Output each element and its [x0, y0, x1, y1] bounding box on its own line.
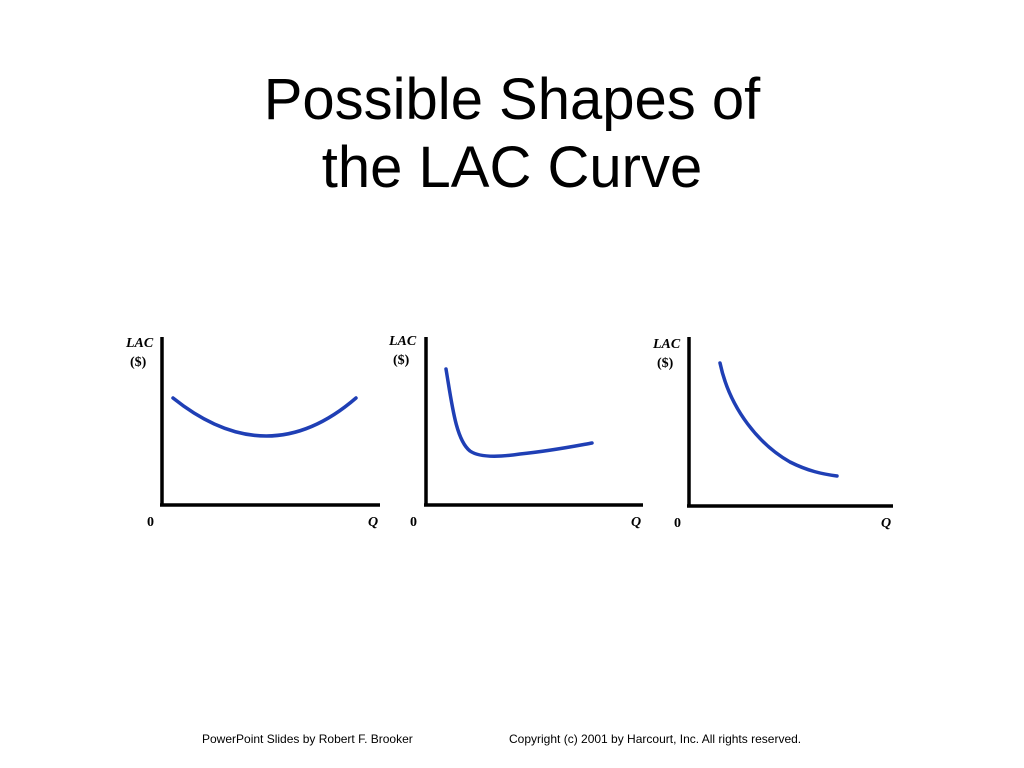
- panel-2-y-label-lac: LAC: [388, 334, 417, 349]
- panel-1-y-label-lac: LAC: [125, 336, 154, 351]
- panel-declining: LAC ($) 0 Q: [652, 337, 893, 531]
- slide-title-line-2: the LAC Curve: [321, 135, 703, 200]
- panel-2-lac-curve: [444, 367, 594, 458]
- panel-l-shaped: LAC ($) 0 Q: [388, 334, 643, 530]
- slide-title-line-1: Possible Shapes of: [263, 67, 761, 132]
- slide-title: Possible Shapes of the LAC Curve: [0, 66, 1024, 202]
- panel-3-origin-label: 0: [674, 516, 681, 531]
- panel-1-x-label: Q: [368, 515, 378, 530]
- panel-u-shaped: LAC ($) 0 Q: [125, 336, 380, 530]
- footer-credit: PowerPoint Slides by Robert F. Brooker: [202, 732, 413, 746]
- panel-3-y-label-lac: LAC: [652, 337, 681, 352]
- footer-copyright: Copyright (c) 2001 by Harcourt, Inc. All…: [509, 732, 802, 746]
- panel-1-origin-label: 0: [147, 515, 154, 530]
- panel-2-y-label-unit: ($): [393, 353, 410, 368]
- panel-1-lac-curve: [171, 396, 358, 438]
- panel-3-lac-curve: [718, 361, 839, 478]
- panel-3-y-label-unit: ($): [657, 356, 674, 371]
- panel-3-x-label: Q: [881, 516, 891, 531]
- panel-1-y-label-unit: ($): [130, 355, 147, 370]
- panel-2-x-label: Q: [631, 515, 641, 530]
- panel-2-origin-label: 0: [410, 515, 417, 530]
